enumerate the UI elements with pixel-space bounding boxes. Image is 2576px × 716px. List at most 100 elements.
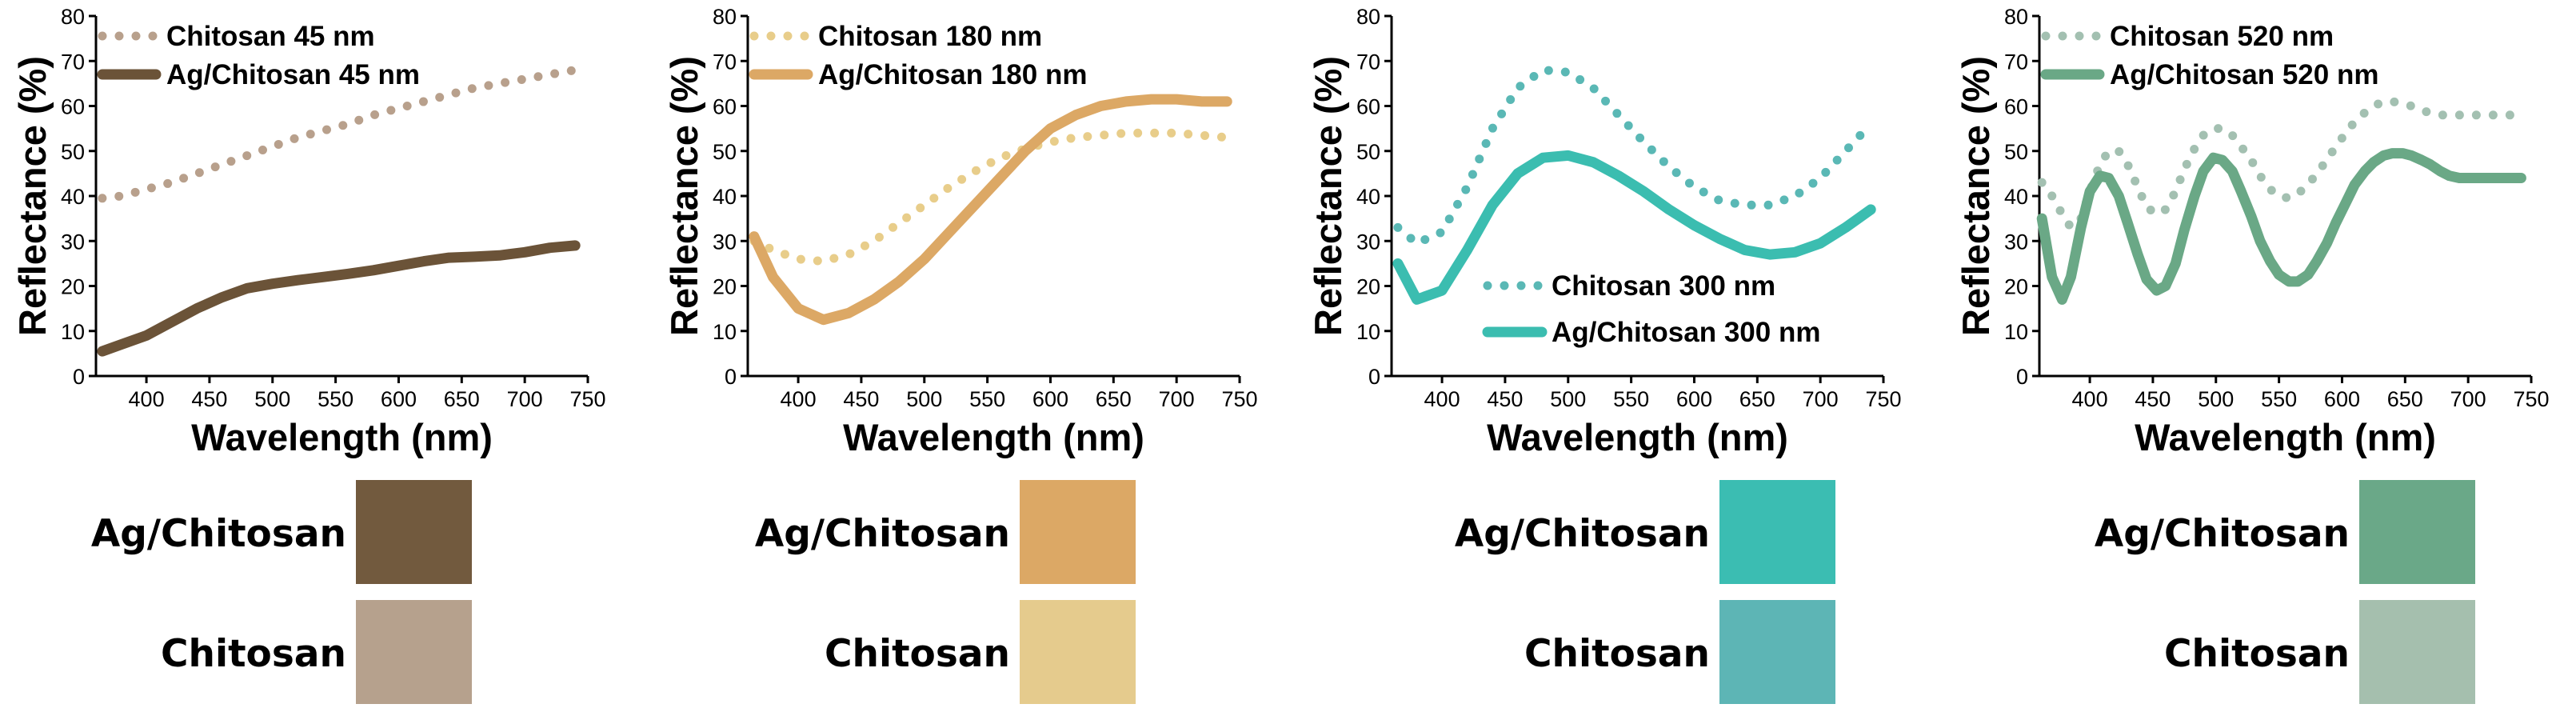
- y-tick-label: 60: [61, 95, 85, 119]
- x-tick-label: 400: [129, 387, 165, 411]
- y-tick-label: 0: [73, 365, 85, 389]
- x-tick-label: 750: [1865, 387, 1901, 411]
- y-axis-title: Reflectance (%): [1955, 56, 1997, 336]
- chitosan-color-swatch: [1719, 600, 1835, 704]
- y-tick-label: 30: [61, 230, 85, 254]
- y-axis-title: Reflectance (%): [11, 56, 54, 336]
- y-tick-label: 60: [1356, 95, 1380, 119]
- swatch-group-2: Ag/Chitosan Chitosan: [755, 480, 1136, 704]
- chitosan-swatch-label: Chitosan: [2164, 632, 2350, 676]
- chart-panel-2: 400 450 500 550 600 650 700 750 0 10 20 30 40 50 60 70 8…: [663, 5, 1258, 458]
- legend-label-chitosan-300-nm: Chitosan 300 nm: [1552, 270, 1775, 302]
- y-tick-label: 10: [713, 320, 737, 344]
- x-axis-title: Wavelength (nm): [2135, 416, 2436, 458]
- legend-label-ag-chitosan-300-nm: Ag/Chitosan 300 nm: [1552, 317, 1820, 348]
- ag-chitosan-color-swatch: [1719, 480, 1835, 584]
- x-tick-label: 550: [318, 387, 353, 411]
- y-tick-label: 30: [1356, 230, 1380, 254]
- y-axis-title: Reflectance (%): [1307, 56, 1349, 336]
- legend-label-ag-chitosan-45-nm: Ag/Chitosan 45 nm: [166, 59, 420, 90]
- series-line-ag-chitosan-520-nm: [2036, 148, 2526, 305]
- y-tick-label: 10: [61, 320, 85, 344]
- x-tick-label: 700: [1159, 387, 1195, 411]
- y-tick-label: 40: [713, 185, 737, 209]
- x-axis-title: Wavelength (nm): [191, 416, 493, 458]
- y-tick-label: 40: [61, 185, 85, 209]
- y-tick-label: 40: [1356, 185, 1380, 209]
- y-tick-label: 10: [1356, 320, 1380, 344]
- x-tick-label: 450: [843, 387, 879, 411]
- ag-chitosan-color-swatch: [1020, 480, 1136, 584]
- x-tick-label: 550: [969, 387, 1005, 411]
- ag-chitosan-color-swatch: [356, 480, 472, 584]
- x-tick-label: 700: [507, 387, 543, 411]
- y-tick-label: 60: [2004, 95, 2028, 119]
- swatch-group-3: Ag/Chitosan Chitosan: [1455, 480, 1835, 704]
- y-tick-label: 30: [713, 230, 737, 254]
- x-tick-label: 650: [2387, 387, 2423, 411]
- chart-panel-1: 400 450 500 550 600 650 700 750 0 10 20 30 40 50 60 70 8…: [11, 5, 606, 458]
- x-tick-label: 450: [2135, 387, 2171, 411]
- x-tick-label: 450: [191, 387, 227, 411]
- x-tick-label: 500: [1550, 387, 1586, 411]
- x-tick-label: 650: [444, 387, 480, 411]
- chart-panel-4: 400 450 500 550 600 650 700 750 0 10 20 30 40 50 60 70 8…: [1955, 5, 2550, 458]
- x-tick-label: 600: [1032, 387, 1068, 411]
- x-tick-label: 600: [2324, 387, 2360, 411]
- x-tick-label: 750: [2513, 387, 2549, 411]
- x-tick-label: 550: [1613, 387, 1649, 411]
- x-tick-label: 700: [1803, 387, 1839, 411]
- x-tick-label: 450: [1487, 387, 1523, 411]
- y-tick-label: 80: [713, 5, 737, 29]
- series-line-chitosan-180-nm: [749, 128, 1232, 266]
- swatch-group-4: Ag/Chitosan Chitosan: [2095, 480, 2475, 704]
- y-tick-label: 80: [2004, 5, 2028, 29]
- ag-chitosan-color-swatch: [2359, 480, 2475, 584]
- chitosan-swatch-label: Chitosan: [1524, 632, 1710, 676]
- y-tick-label: 20: [1356, 275, 1380, 299]
- chitosan-color-swatch: [1020, 600, 1136, 704]
- x-tick-label: 500: [254, 387, 290, 411]
- chitosan-color-swatch: [2359, 600, 2475, 704]
- chitosan-swatch-label: Chitosan: [825, 632, 1010, 676]
- y-tick-label: 50: [61, 140, 85, 164]
- y-tick-label: 0: [2016, 365, 2028, 389]
- y-tick-label: 70: [61, 50, 85, 74]
- y-tick-label: 80: [61, 5, 85, 29]
- series-line-ag-chitosan-300-nm: [1392, 150, 1876, 305]
- chitosan-color-swatch: [356, 600, 472, 704]
- x-tick-label: 550: [2261, 387, 2297, 411]
- y-tick-label: 60: [713, 95, 737, 119]
- y-tick-label: 30: [2004, 230, 2028, 254]
- y-tick-label: 20: [61, 275, 85, 299]
- y-tick-label: 0: [725, 365, 737, 389]
- legend-label-ag-chitosan-520-nm: Ag/Chitosan 520 nm: [2110, 59, 2378, 90]
- legend-label-chitosan-520-nm: Chitosan 520 nm: [2110, 21, 2334, 52]
- x-tick-label: 750: [1221, 387, 1257, 411]
- y-tick-label: 20: [2004, 275, 2028, 299]
- x-tick-label: 400: [1424, 387, 1460, 411]
- y-tick-label: 10: [2004, 320, 2028, 344]
- legend-label-chitosan-180-nm: Chitosan 180 nm: [818, 21, 1042, 52]
- y-tick-label: 80: [1356, 5, 1380, 29]
- x-tick-label: 500: [906, 387, 942, 411]
- ag-chitosan-swatch-label: Ag/Chitosan: [91, 512, 346, 556]
- series-line-ag-chitosan-45-nm: [97, 240, 581, 357]
- series-line-chitosan-520-nm: [2037, 97, 2526, 232]
- legend-label-ag-chitosan-180-nm: Ag/Chitosan 180 nm: [818, 59, 1087, 90]
- x-axis-title: Wavelength (nm): [1487, 416, 1788, 458]
- y-tick-label: 20: [713, 275, 737, 299]
- series-line-chitosan-300-nm: [1393, 66, 1875, 248]
- x-tick-label: 400: [781, 387, 817, 411]
- legend-label-chitosan-45-nm: Chitosan 45 nm: [166, 21, 375, 52]
- x-axis-title: Wavelength (nm): [843, 416, 1144, 458]
- y-tick-label: 70: [713, 50, 737, 74]
- x-tick-label: 600: [381, 387, 417, 411]
- x-tick-label: 650: [1096, 387, 1132, 411]
- ag-chitosan-swatch-label: Ag/Chitosan: [755, 512, 1010, 556]
- series-line-ag-chitosan-180-nm: [749, 94, 1232, 326]
- y-tick-label: 40: [2004, 185, 2028, 209]
- x-tick-label: 600: [1676, 387, 1712, 411]
- y-tick-label: 70: [2004, 50, 2028, 74]
